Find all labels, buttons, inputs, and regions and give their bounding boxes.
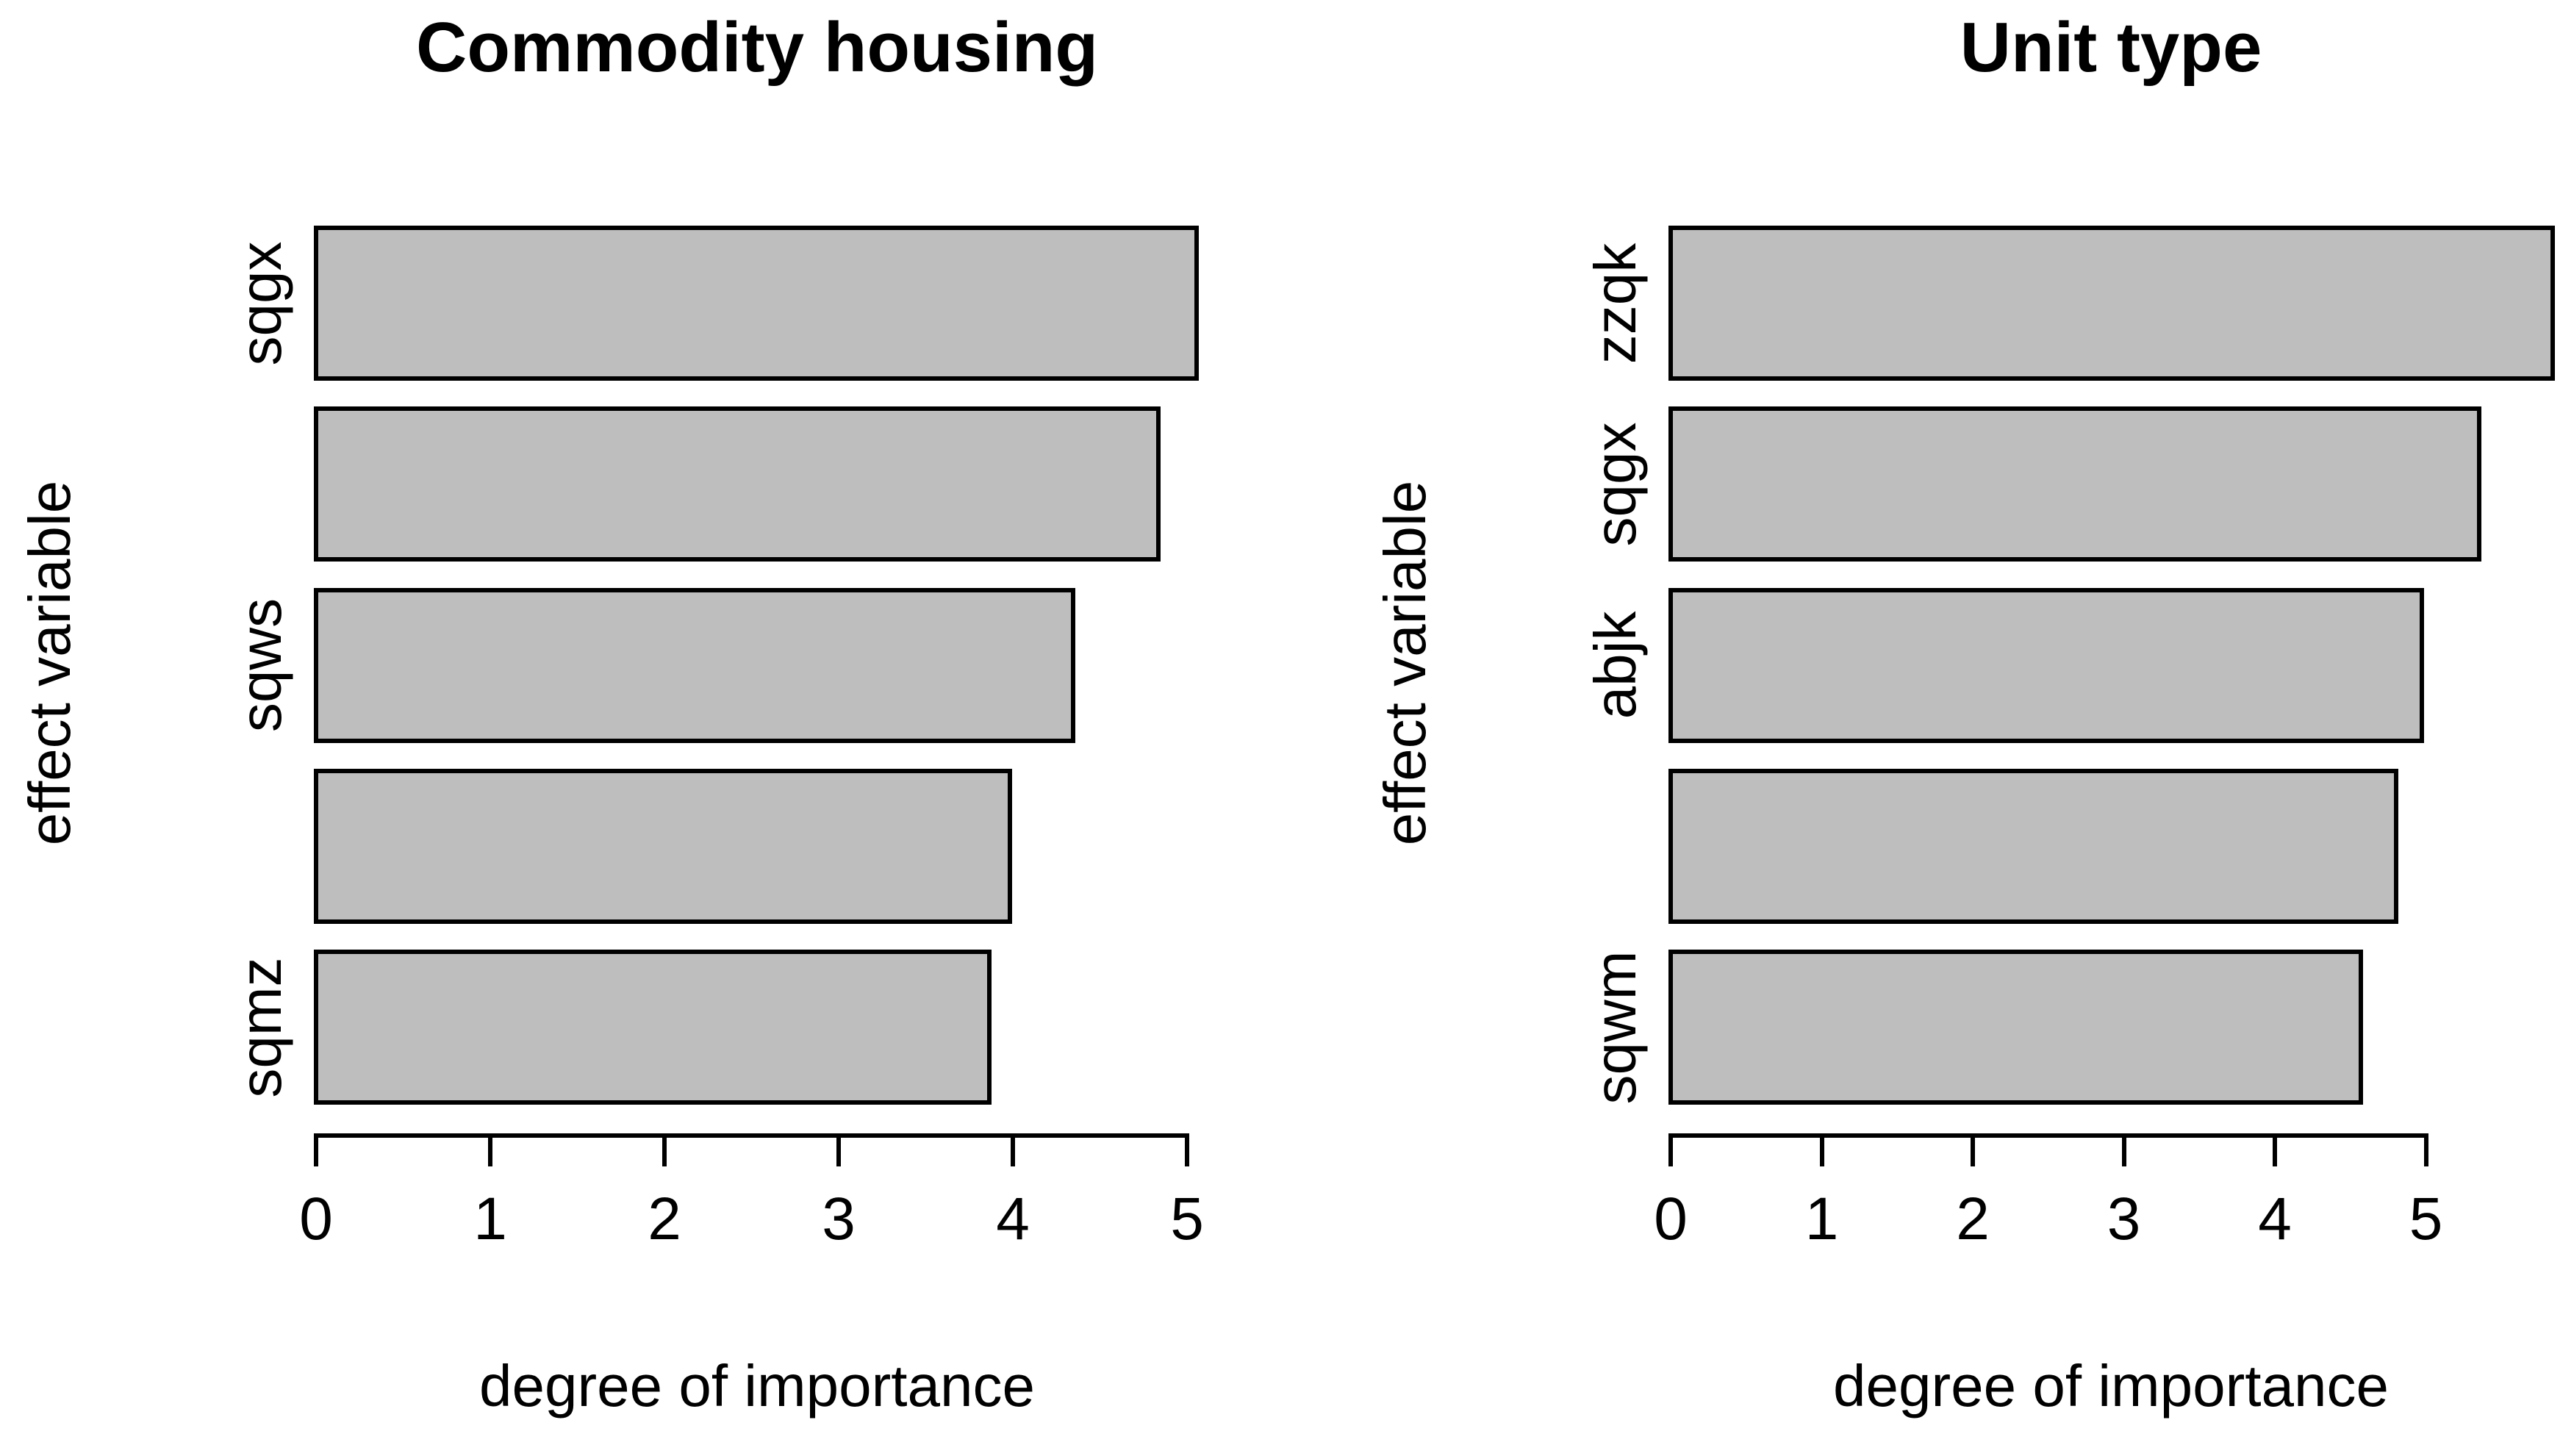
right-x-axis-label: degree of importance	[1832, 1353, 2390, 1419]
x-tick-label: 5	[1170, 1186, 1204, 1252]
x-tick-label: 0	[1654, 1186, 1688, 1252]
x-axis-tick	[1819, 1133, 1824, 1166]
bar	[1668, 950, 2364, 1105]
category-label: sqgx	[1582, 422, 1648, 547]
bar	[1668, 768, 2398, 924]
bar	[314, 406, 1161, 562]
bar	[1668, 226, 2556, 381]
x-tick-label: 0	[299, 1186, 333, 1252]
x-tick-label: 4	[996, 1186, 1030, 1252]
bar	[314, 768, 1013, 924]
x-axis-tick	[314, 1133, 318, 1166]
x-axis-tick	[1971, 1133, 1975, 1166]
category-label: sqmz	[228, 957, 293, 1098]
x-tick-label: 5	[2409, 1186, 2443, 1252]
x-axis-tick	[836, 1133, 841, 1166]
x-axis-tick	[662, 1133, 667, 1166]
left-chart-title: Commodity housing	[416, 8, 1098, 87]
x-tick-label: 2	[1956, 1186, 1990, 1252]
left-y-axis-label: effect variable	[17, 480, 82, 846]
x-axis-tick	[2273, 1133, 2277, 1166]
x-axis-tick	[2121, 1133, 2126, 1166]
x-axis-line	[1668, 1133, 2428, 1138]
x-tick-label: 3	[2107, 1186, 2141, 1252]
x-tick-label: 4	[2258, 1186, 2292, 1252]
x-axis-tick	[2423, 1133, 2428, 1166]
x-tick-label: 1	[473, 1186, 507, 1252]
x-axis-tick	[1185, 1133, 1189, 1166]
category-label: sqgx	[228, 241, 293, 365]
bar	[314, 226, 1199, 381]
bar	[314, 950, 992, 1105]
x-tick-label: 1	[1804, 1186, 1839, 1252]
bar	[1668, 587, 2424, 743]
right-y-axis-label: effect variable	[1372, 480, 1438, 846]
category-label: zzqk	[1582, 243, 1648, 364]
x-axis-tick	[1011, 1133, 1015, 1166]
x-axis-tick	[1668, 1133, 1673, 1166]
bar	[1668, 406, 2481, 562]
category-label: sqwm	[1582, 950, 1648, 1105]
x-tick-label: 2	[648, 1186, 681, 1252]
bar	[314, 587, 1075, 743]
right-chart-title: Unit type	[1960, 8, 2262, 87]
x-axis-tick	[488, 1133, 492, 1166]
x-tick-label: 3	[822, 1186, 856, 1252]
category-label: sqws	[228, 598, 293, 733]
x-axis-line	[314, 1133, 1189, 1138]
category-label: abjk	[1582, 611, 1648, 720]
left-x-axis-label: degree of importance	[478, 1353, 1036, 1419]
